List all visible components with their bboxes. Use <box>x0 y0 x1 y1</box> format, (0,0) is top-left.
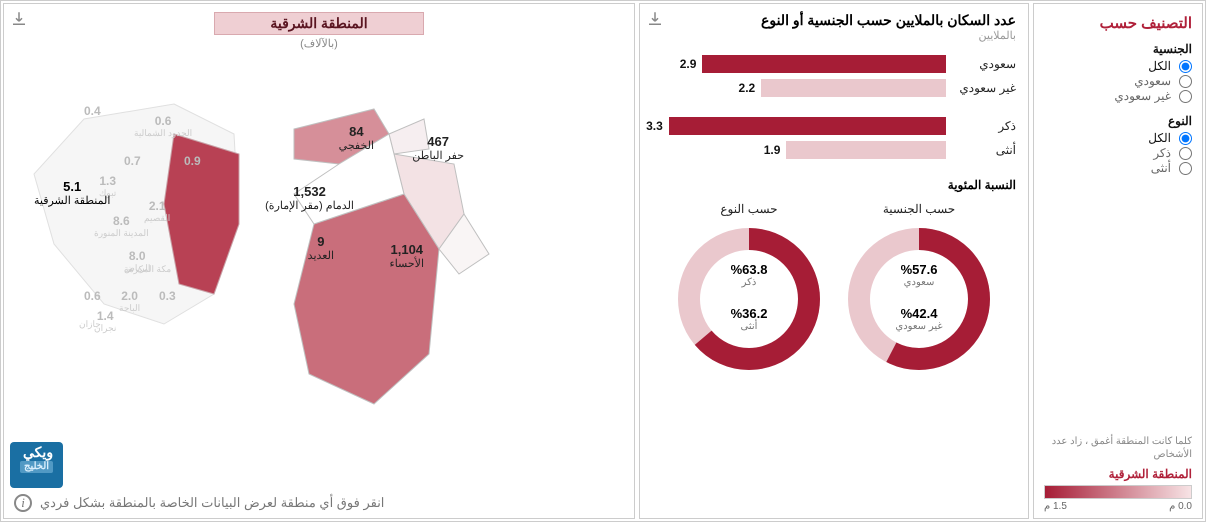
mini-map-region-label[interactable]: 0.9 <box>184 154 201 168</box>
percent-title: النسبة المئوية <box>652 178 1016 192</box>
map-region-label[interactable]: 9العديد <box>308 234 334 262</box>
mini-map-region-label[interactable]: 0.7 <box>124 154 141 168</box>
mini-map-region-label[interactable]: جازان <box>79 319 101 330</box>
bars-nationality: سعودي2.9 غير سعودي2.2 <box>652 54 1016 98</box>
download-icon[interactable] <box>646 10 664 28</box>
info-row: انقر فوق أي منطقة لعرض البيانات الخاصة ب… <box>14 494 624 512</box>
mini-map-region-label[interactable]: 5.1المنطقة الشرقية <box>34 179 110 207</box>
map-unit: (بالآلاف) <box>214 37 424 50</box>
legend-gradient <box>1044 485 1192 499</box>
legend-title: المنطقة الشرقية <box>1044 467 1192 481</box>
gender-filter: النوع الكل ذكر أنثى <box>1044 114 1192 176</box>
donut: حسب الجنسية%57.6سعودي%42.4غير سعودي <box>844 202 994 374</box>
bar-row: أنثى1.9 <box>652 140 1016 160</box>
map-region-label[interactable]: 1,104الأحساء <box>390 242 424 270</box>
legend-labels: 0.0 م 1.5 م <box>1044 501 1192 512</box>
mini-map-region-label[interactable]: 0.3 <box>159 289 176 303</box>
mini-map-region-label[interactable]: 0.6 <box>84 289 101 303</box>
bars-title: عدد السكان بالملايين حسب الجنسية أو النو… <box>652 12 1016 29</box>
info-icon[interactable]: i <box>14 494 32 512</box>
map-panel: المنطقة الشرقية (بالآلاف) 467حفر الباطن 8… <box>3 3 635 519</box>
wiki-badge: ويكي الخليج <box>10 442 63 488</box>
stats-panel: عدد السكان بالملايين حسب الجنسية أو النو… <box>639 3 1029 519</box>
bars-gender: ذكر3.3 أنثى1.9 <box>652 116 1016 160</box>
mini-map-region-label[interactable]: 2.0الباحة <box>119 289 140 314</box>
mini-map-region-label[interactable]: 8.6المدينة المنورة <box>94 214 149 239</box>
mini-map-region-label[interactable]: 0.4 <box>84 104 101 118</box>
mini-map-region-label[interactable]: 0.6الحدود الشمالية <box>134 114 192 139</box>
nationality-title: الجنسية <box>1044 42 1192 56</box>
bar-row: سعودي2.9 <box>652 54 1016 74</box>
gender-all[interactable]: الكل <box>1044 131 1192 145</box>
map-region-label[interactable]: 1,532الدمام (مقر الإمارة) <box>265 184 354 212</box>
gender-title: النوع <box>1044 114 1192 128</box>
legend-note: كلما كانت المنطقة أغمق ، زاد عدد الأشخاص <box>1044 435 1192 461</box>
download-icon[interactable] <box>10 10 28 28</box>
filters-heading: التصنيف حسب <box>1044 14 1192 32</box>
bars-subtitle: بالملايين <box>652 29 1016 42</box>
gender-male[interactable]: ذكر <box>1044 146 1192 160</box>
nationality-saudi[interactable]: سعودي <box>1044 74 1192 88</box>
info-text: انقر فوق أي منطقة لعرض البيانات الخاصة ب… <box>40 495 384 511</box>
gender-female[interactable]: أنثى <box>1044 161 1192 175</box>
nationality-all[interactable]: الكل <box>1044 59 1192 73</box>
nationality-filter: الجنسية الكل سعودي غير سعودي <box>1044 42 1192 104</box>
donut: حسب النوع%63.8ذكر%36.2أنثى <box>674 202 824 374</box>
bar-row: غير سعودي2.2 <box>652 78 1016 98</box>
map-title: المنطقة الشرقية <box>214 12 424 35</box>
bar-row: ذكر3.3 <box>652 116 1016 136</box>
filters-sidebar: التصنيف حسب الجنسية الكل سعودي غير سعودي… <box>1033 3 1203 519</box>
map-region-label[interactable]: 467حفر الباطن <box>412 134 464 162</box>
mini-map-region-label[interactable]: مكة المكرمة <box>124 264 171 275</box>
map-region-label[interactable]: 84الخفجي <box>339 124 374 152</box>
donuts-row: حسب الجنسية%57.6سعودي%42.4غير سعوديحسب ا… <box>652 202 1016 374</box>
nationality-nonsaudi[interactable]: غير سعودي <box>1044 89 1192 103</box>
